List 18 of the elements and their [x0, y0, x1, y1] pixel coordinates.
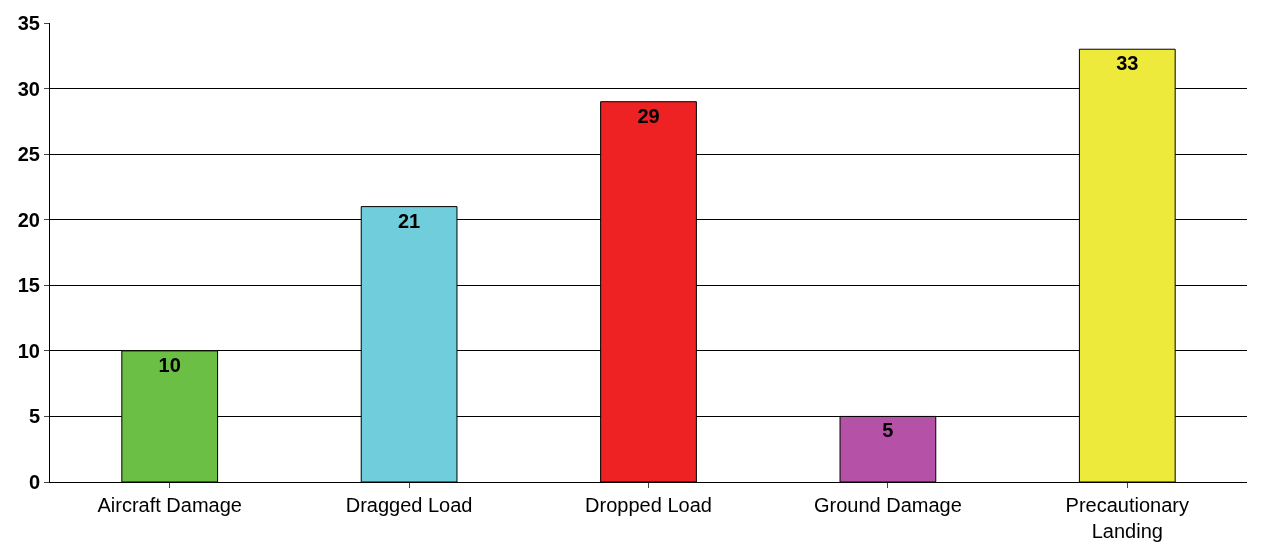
y-tick-label: 0: [28, 471, 40, 493]
data-label: 10: [158, 353, 181, 376]
y-tick-label: 35: [17, 12, 40, 34]
data-label: 29: [637, 104, 660, 127]
x-tick-label: Ground Damage: [813, 494, 962, 516]
data-label: 33: [1116, 52, 1139, 75]
y-tick-label: 5: [28, 405, 40, 428]
x-tick-label: Precautionary Landing: [1065, 494, 1189, 542]
data-label: 21: [397, 209, 421, 232]
x-tick-label: Dropped Load: [585, 494, 712, 516]
x-tick-label: Aircraft Damage: [97, 494, 242, 516]
y-tick-label: 20: [17, 208, 40, 231]
y-tick-label: 10: [17, 339, 40, 362]
data-label: 5: [882, 419, 894, 442]
y-tick-label: 30: [17, 77, 40, 100]
x-tick-label: Dragged Load: [345, 494, 473, 516]
y-tick-label: 15: [17, 274, 40, 297]
y-tick-label: 25: [17, 143, 40, 166]
